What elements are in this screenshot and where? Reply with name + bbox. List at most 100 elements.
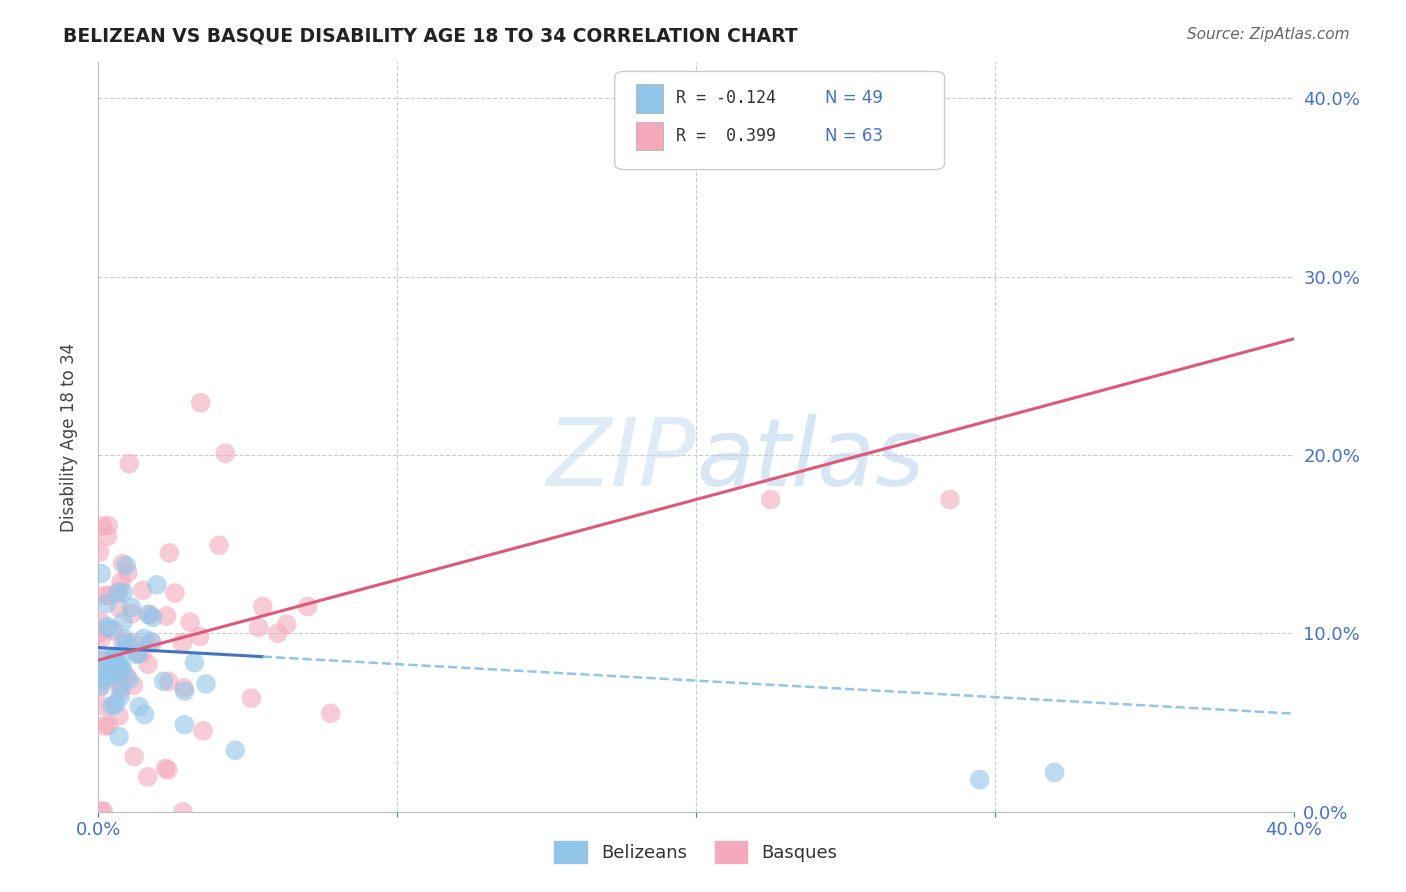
Point (191, 723, 214, 738)
Point (276, 617, 298, 632)
Point (104, 650, 127, 665)
Point (91, 804, 114, 818)
Point (108, 600, 131, 615)
Point (104, 697, 127, 711)
Point (183, 656, 205, 670)
Point (179, 615, 201, 630)
Point (98, 669, 121, 683)
Point (131, 647, 153, 661)
Point (91, 672, 114, 686)
Point (97, 518, 120, 533)
Point (155, 761, 177, 775)
Text: atlas: atlas (696, 414, 924, 505)
Point (111, 646, 134, 660)
Point (104, 656, 127, 670)
Point (1043, 765, 1066, 780)
Point (173, 684, 195, 698)
Point (194, 677, 217, 691)
Point (90, 566, 112, 581)
Point (117, 566, 139, 580)
Text: N = 63: N = 63 (825, 127, 883, 145)
Point (110, 659, 132, 673)
FancyBboxPatch shape (637, 121, 662, 150)
Point (89, 661, 111, 675)
Point (214, 446, 236, 460)
Point (152, 674, 174, 689)
Point (240, 691, 263, 706)
Point (108, 690, 131, 704)
Point (319, 706, 342, 721)
Point (173, 681, 195, 695)
FancyBboxPatch shape (637, 84, 662, 112)
Point (122, 678, 145, 692)
Point (90, 631, 112, 645)
Point (98, 588, 121, 602)
Point (110, 683, 132, 698)
Point (136, 607, 159, 622)
Text: R =  0.399: R = 0.399 (676, 127, 776, 145)
Point (98, 622, 121, 636)
Point (90, 649, 112, 664)
Point (136, 657, 159, 672)
Point (105, 673, 128, 688)
Text: ZIP: ZIP (547, 414, 696, 505)
Point (93, 588, 115, 602)
Point (188, 630, 211, 644)
Point (101, 624, 124, 638)
Point (108, 584, 131, 599)
Point (118, 673, 141, 687)
Point (89, 614, 111, 628)
Point (91, 653, 114, 667)
Point (141, 636, 163, 650)
Point (142, 610, 165, 624)
Point (132, 583, 155, 598)
Point (97, 529, 120, 543)
Point (163, 586, 186, 600)
Point (759, 492, 782, 507)
Point (115, 669, 138, 683)
Point (111, 557, 134, 571)
Point (110, 574, 132, 589)
Point (969, 772, 991, 787)
Point (111, 635, 134, 649)
Point (190, 396, 212, 410)
Point (89, 681, 111, 695)
Point (90, 679, 112, 693)
Point (156, 763, 179, 777)
Point (208, 538, 231, 552)
Point (110, 680, 132, 694)
Point (939, 492, 962, 507)
Point (96, 619, 118, 633)
Point (128, 699, 150, 714)
Point (100, 668, 122, 682)
Point (125, 648, 148, 662)
Legend: Belizeans, Basques: Belizeans, Basques (547, 834, 845, 870)
Point (114, 632, 136, 646)
Point (124, 636, 146, 650)
Point (120, 600, 142, 615)
Point (134, 707, 156, 722)
Text: N = 49: N = 49 (825, 89, 883, 107)
Point (87, 626, 110, 640)
Point (112, 615, 135, 629)
Point (112, 585, 135, 599)
Text: R = -0.124: R = -0.124 (676, 89, 776, 107)
Point (97, 718, 120, 732)
Point (172, 635, 194, 649)
Point (121, 607, 143, 621)
Point (94, 699, 117, 714)
Point (91, 519, 114, 533)
FancyBboxPatch shape (614, 71, 945, 169)
Point (104, 652, 127, 666)
Point (173, 717, 195, 731)
Point (103, 649, 125, 664)
Point (108, 662, 131, 676)
Y-axis label: Disability Age 18 to 34: Disability Age 18 to 34 (59, 343, 77, 532)
Point (155, 609, 177, 624)
Point (139, 634, 162, 648)
Point (101, 698, 124, 713)
Point (111, 662, 134, 676)
Text: Source: ZipAtlas.com: Source: ZipAtlas.com (1187, 27, 1350, 42)
Point (132, 632, 155, 646)
Point (93, 672, 115, 686)
